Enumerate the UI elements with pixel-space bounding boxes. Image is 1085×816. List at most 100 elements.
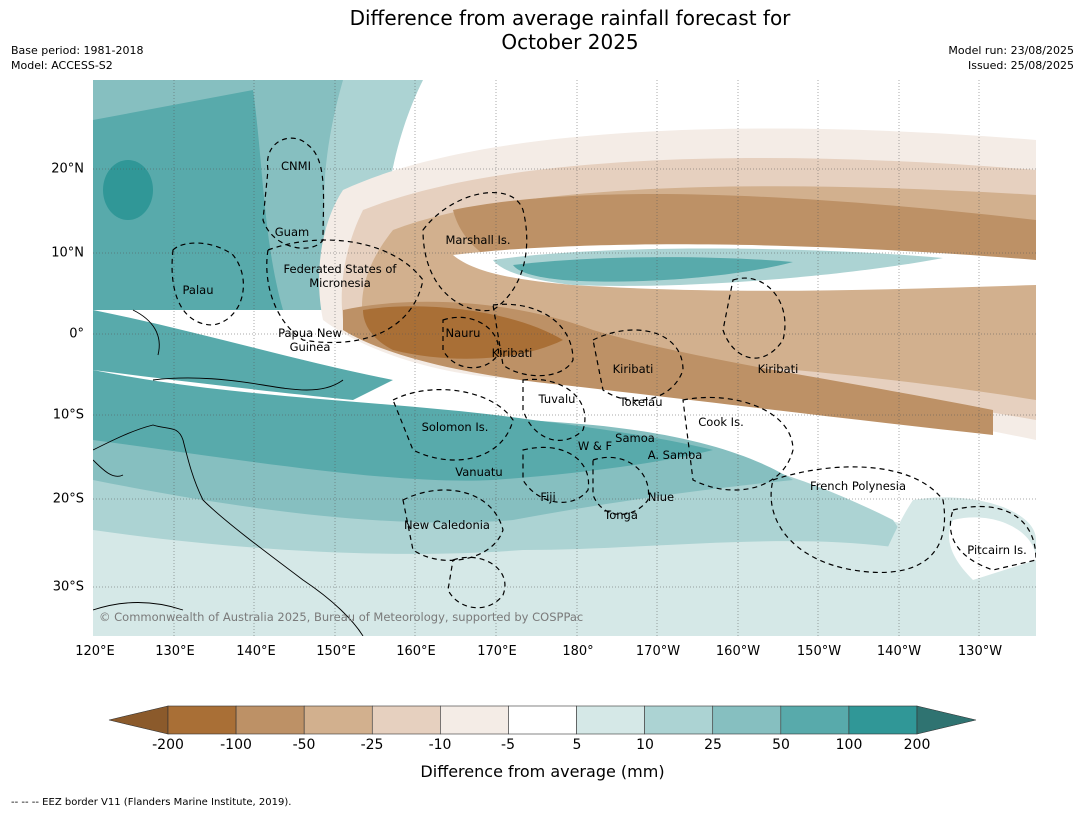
lon-label: 170°E: [477, 644, 517, 659]
place-label: New Caledonia: [404, 518, 490, 532]
colorbar-cell: [848, 705, 918, 735]
lat-label: 20°N: [51, 161, 84, 177]
new-guinea-coast: [152, 377, 344, 391]
place-label: Tonga: [604, 508, 638, 522]
lat-label: 0°: [69, 326, 84, 342]
lon-label: 130°E: [155, 644, 195, 659]
eez-cnmi: [262, 137, 325, 249]
australia-coast-south: [93, 602, 184, 611]
lon-label: 150°E: [316, 644, 356, 659]
place-label: Kiribati: [491, 346, 533, 360]
place-label: French Polynesia: [809, 479, 907, 493]
place-label: Tokelau: [619, 395, 663, 409]
eez-tuvalu: [522, 378, 586, 441]
place-label: Fiji: [540, 490, 556, 504]
teal-region-south-strong: [93, 370, 713, 481]
eez-cook: [682, 396, 794, 491]
lat-label: 20°S: [52, 491, 84, 507]
lon-label: 150°W: [796, 644, 842, 659]
colorbar-label: -50: [292, 737, 316, 753]
colorbar-cell: [576, 705, 645, 735]
place-label: Federated States of Micronesia: [283, 262, 397, 290]
eez-footnote: -- -- -- EEZ border V11 (Flanders Marine…: [11, 797, 292, 808]
colorbar: [108, 705, 977, 735]
colorbar-label: -200: [152, 737, 184, 753]
title-line-1: Difference from average rainfall forecas…: [349, 6, 791, 30]
title-line-2: October 2025: [501, 30, 639, 54]
lon-label: 140°W: [876, 644, 922, 659]
australia-coast-east: [93, 424, 364, 636]
eez-kiribati-line: [722, 277, 786, 359]
colorbar-title: Difference from average (mm): [420, 762, 665, 781]
colorbar-label: -5: [501, 737, 515, 753]
eez-tonga: [592, 456, 650, 515]
colorbar-over-arrow: [916, 705, 977, 735]
lon-label: 170°W: [635, 644, 681, 659]
colorbar-cell: [303, 705, 373, 735]
colorbar-cell: [508, 705, 577, 735]
place-label: Kiribati: [757, 362, 799, 376]
eez-french-polynesia: [770, 466, 946, 574]
indonesia-coast: [132, 309, 160, 356]
eez-kiribati-west: [492, 303, 574, 377]
eez-marshall: [422, 192, 528, 312]
place-label: Papua New Guinea: [278, 326, 342, 354]
place-label: CNMI: [281, 159, 311, 173]
colorbar-cell: [440, 705, 509, 735]
eez-fiji: [522, 446, 590, 503]
eez-norfolk: [447, 556, 506, 609]
eez-solomon: [392, 389, 514, 461]
place-label: Samoa: [615, 431, 655, 445]
map-grid: [93, 80, 1036, 636]
model-name: Model: ACCESS-S2: [11, 59, 113, 72]
colorbar-cells: [167, 705, 918, 735]
colorbar-label: 100: [835, 737, 863, 753]
place-label: Vanuatu: [455, 465, 503, 479]
colorbar-label: 200: [903, 737, 931, 753]
eez-fsm: [266, 239, 424, 344]
base-period: Base period: 1981-2018: [11, 44, 144, 57]
colorbar-label: -10: [428, 737, 452, 753]
colorbar-cell: [167, 705, 237, 735]
eez-borders: [171, 137, 1036, 609]
lat-label: 30°S: [52, 579, 84, 595]
eez-kiribati-phoenix: [592, 329, 684, 401]
lon-label: 160°W: [715, 644, 761, 659]
colorbar-label: 50: [772, 737, 790, 753]
model-run: Model run: 23/08/2025: [948, 44, 1074, 57]
place-label: Marshall Is.: [445, 233, 511, 247]
lon-label: 120°E: [75, 644, 115, 659]
eez-nauru: [442, 316, 500, 369]
colorbar-label: 10: [636, 737, 654, 753]
colorbar-under-arrow: [108, 705, 169, 735]
meta-left: Base period: 1981-2018 Model: ACCESS-S2: [11, 43, 143, 73]
issued-date: Issued: 25/08/2025: [967, 59, 1074, 72]
teal-core-philippine-sea: [103, 160, 153, 220]
colorbar-cell: [644, 705, 714, 735]
colorbar-label: -25: [360, 737, 384, 753]
place-label: W & F: [577, 439, 613, 453]
rainfall-map: © Commonwealth of Australia 2025, Bureau…: [93, 80, 1036, 636]
teal-strip-5n-core: [513, 257, 793, 282]
eez-new-caledonia: [402, 489, 504, 561]
place-label: Palau: [182, 283, 214, 297]
lon-label: 180°: [562, 644, 594, 659]
place-label: Nauru: [445, 326, 481, 340]
teal-region-north-west-strong: [93, 90, 283, 310]
brown-core-equatorial: [363, 306, 563, 359]
copyright-notice: © Commonwealth of Australia 2025, Bureau…: [99, 610, 584, 624]
australia-coast-north: [93, 459, 124, 477]
lat-label: 10°N: [51, 245, 84, 261]
place-label: Kiribati: [612, 362, 654, 376]
teal-region-png: [93, 310, 393, 400]
lon-label: 160°E: [396, 644, 436, 659]
place-label: Cook Is.: [698, 415, 744, 429]
coastlines: [93, 309, 364, 636]
place-label: Niue: [647, 490, 675, 504]
chart-title: Difference from average rainfall forecas…: [0, 6, 1085, 54]
colorbar-cell: [712, 705, 782, 735]
lat-label: 10°S: [52, 407, 84, 423]
colorbar-label: 25: [704, 737, 722, 753]
lon-label: 130°W: [957, 644, 1003, 659]
colorbar-label: 5: [572, 737, 582, 753]
